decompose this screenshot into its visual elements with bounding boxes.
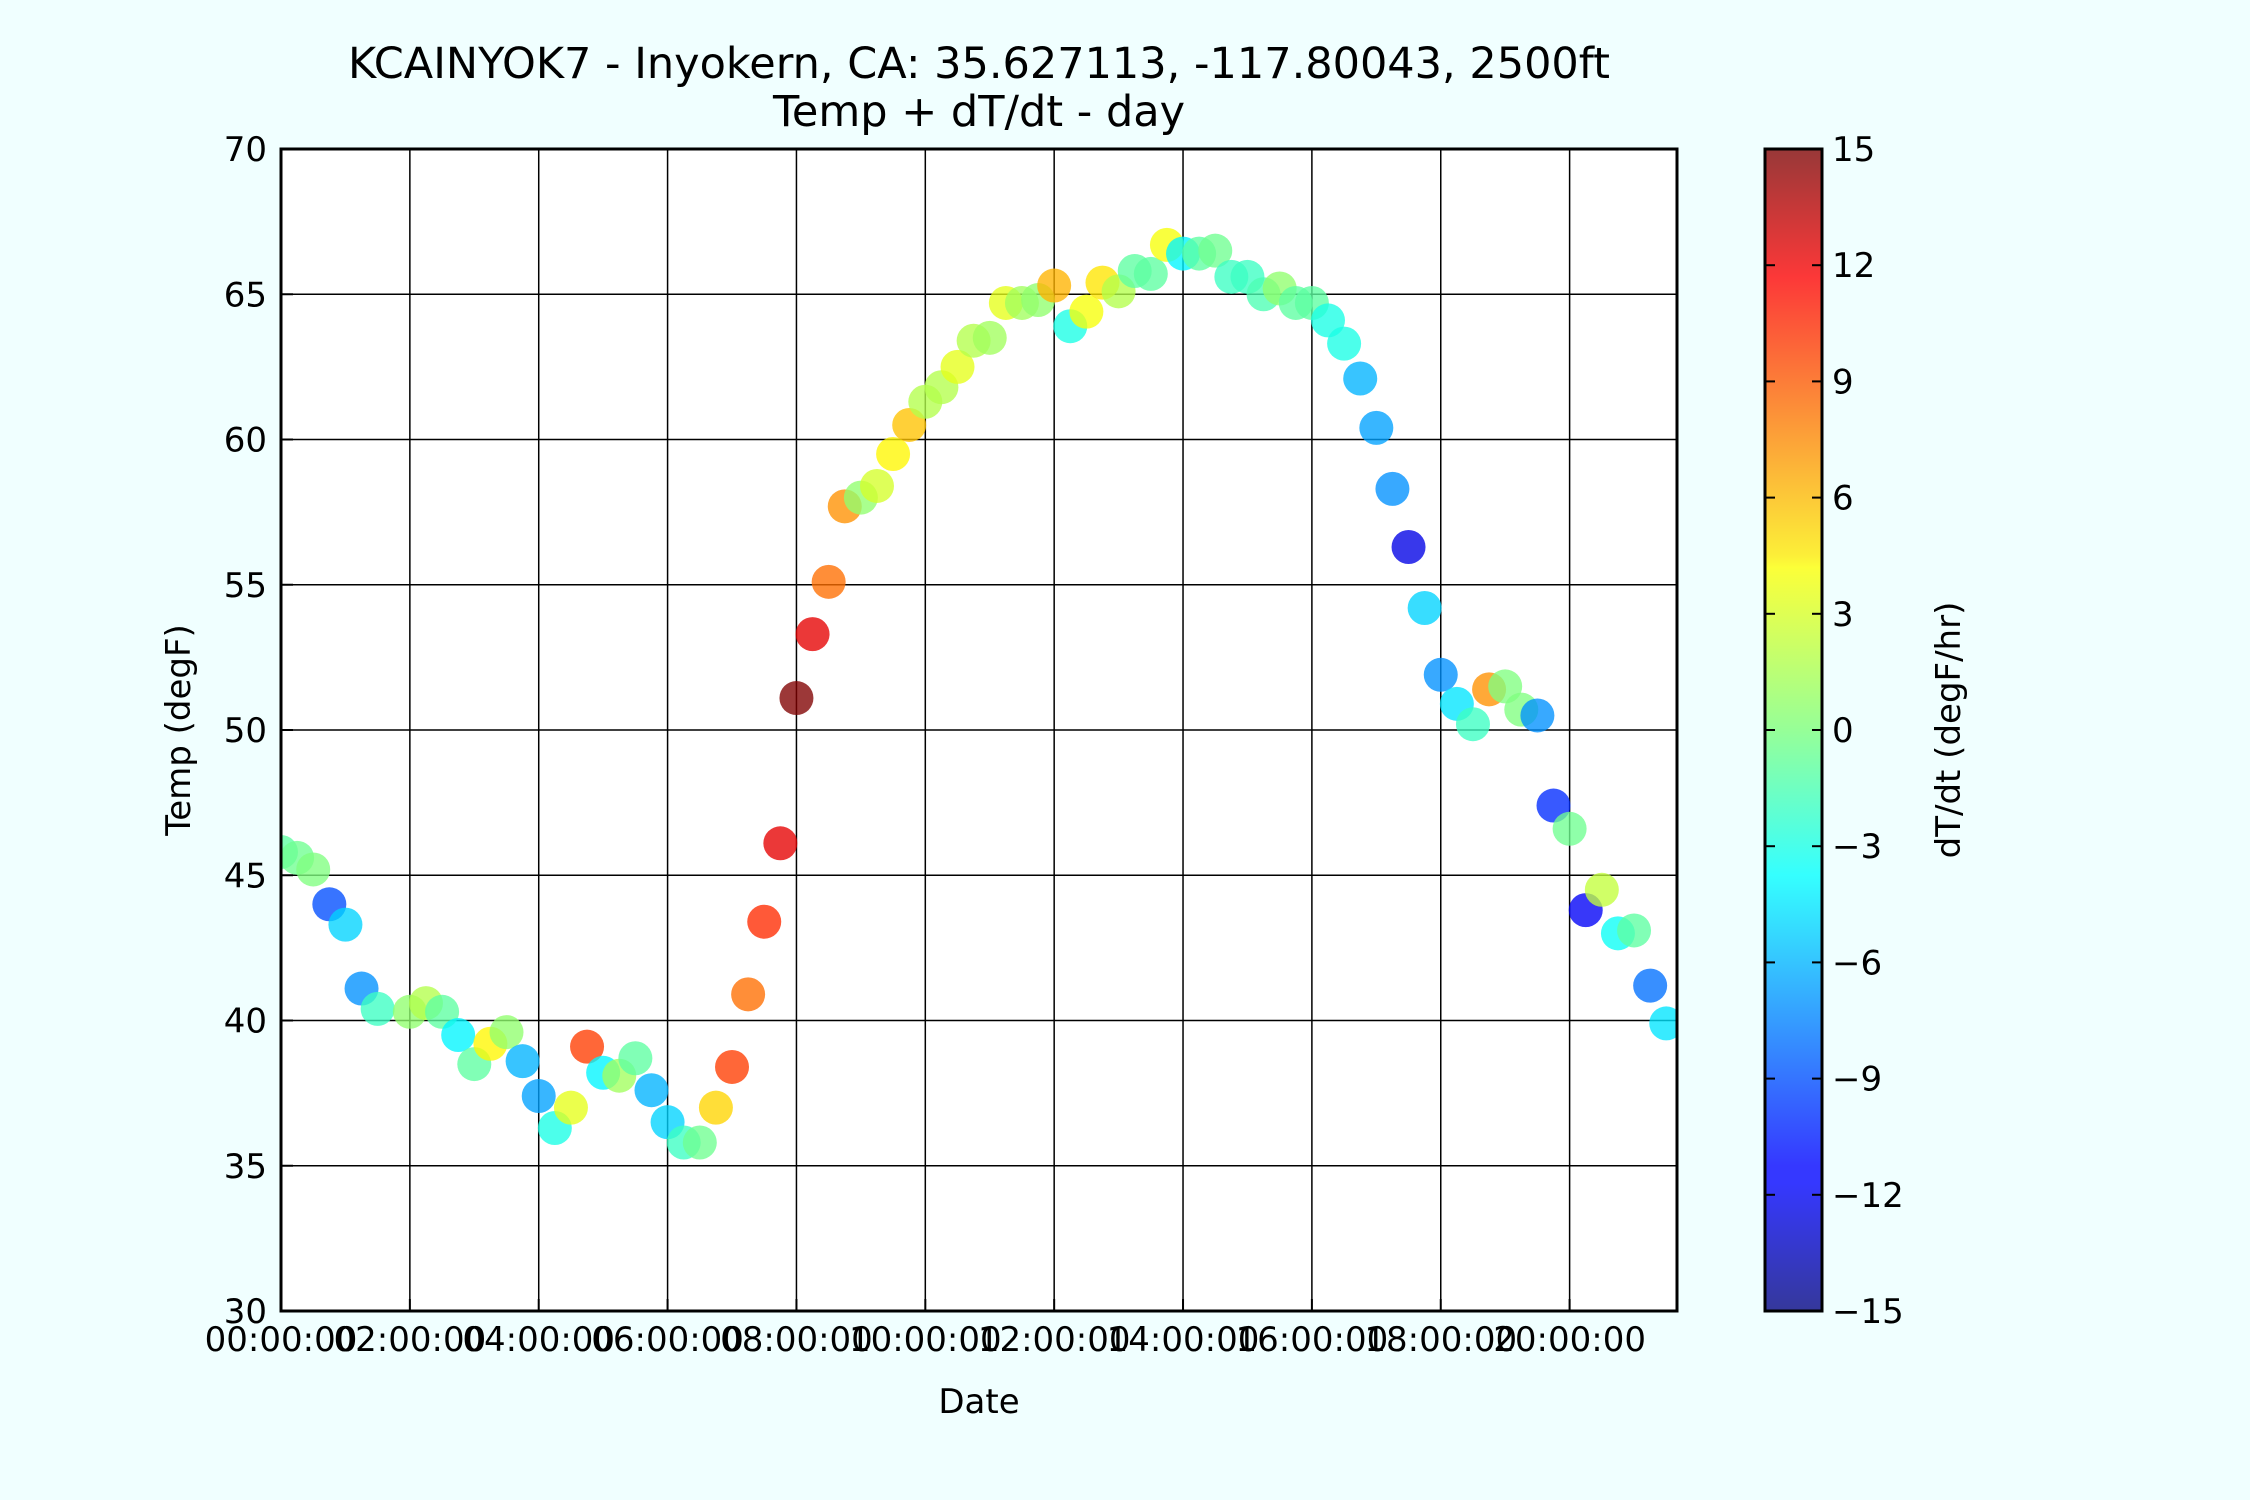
colorbar-tick-label: 12 [1832, 246, 1875, 286]
y-tick-label: 70 [224, 130, 267, 170]
axis-ticks: 00:00:0002:00:0004:00:0006:00:0008:00:00… [205, 130, 1646, 1360]
colorbar-tick-label: −9 [1832, 1060, 1882, 1100]
data-point [489, 1015, 524, 1050]
data-point [763, 826, 798, 861]
x-tick-label: 12:00:00 [978, 1320, 1131, 1360]
data-point [795, 617, 830, 652]
y-tick-label: 30 [224, 1292, 267, 1332]
data-point [1407, 590, 1442, 625]
x-tick-label: 00:00:00 [205, 1320, 358, 1360]
data-point [1069, 294, 1104, 329]
data-point [296, 852, 331, 887]
y-tick-label: 45 [224, 856, 267, 896]
data-point [521, 1079, 556, 1114]
data-point [570, 1029, 605, 1064]
x-tick-label: 10:00:00 [849, 1320, 1002, 1360]
data-point [441, 1018, 476, 1053]
y-axis-label: Temp (degF) [159, 624, 199, 837]
data-point [1423, 657, 1458, 692]
data-point [1375, 471, 1410, 506]
data-point [731, 977, 766, 1012]
x-tick-label: 06:00:00 [591, 1320, 744, 1360]
data-point [1391, 529, 1426, 564]
data-point [1633, 968, 1668, 1003]
colorbar-tick-label: −3 [1832, 827, 1882, 867]
data-point [1343, 361, 1378, 396]
x-tick-label: 14:00:00 [1107, 1320, 1260, 1360]
x-tick-label: 18:00:00 [1364, 1320, 1517, 1360]
x-tick-label: 02:00:00 [334, 1320, 487, 1360]
data-point [634, 1073, 669, 1108]
y-tick-label: 35 [224, 1147, 267, 1187]
colorbar-label: dT/dt (degF/hr) [1929, 602, 1969, 859]
data-point [505, 1044, 540, 1079]
colorbar-tick-label: 15 [1832, 130, 1875, 170]
data-point [1455, 707, 1490, 742]
data-point [1198, 233, 1233, 268]
data-point [940, 349, 975, 384]
colorbar-ticks: 15 12 9 6 3 0 −3 −6 −9 −12 −15 [1765, 130, 1904, 1332]
data-point [1552, 811, 1587, 846]
data-point [1584, 872, 1619, 907]
data-point [618, 1041, 653, 1076]
data-point [1520, 698, 1555, 733]
chart-title: KCAINYOK7 - Inyokern, CA: 35.627113, -11… [348, 39, 1610, 89]
data-point [1037, 268, 1072, 303]
data-point [859, 468, 894, 503]
data-point [553, 1090, 588, 1125]
colorbar-tick-label: 0 [1832, 711, 1854, 751]
data-point [1359, 410, 1394, 445]
data-point [876, 437, 911, 472]
data-point [328, 907, 363, 942]
chart-subtitle: Temp + dT/dt - day [772, 87, 1185, 137]
data-point [715, 1049, 750, 1084]
y-tick-label: 50 [224, 711, 267, 751]
data-point [360, 991, 395, 1026]
colorbar: 15 12 9 6 3 0 −3 −6 −9 −12 −15 dT/dt (degF/hr) [1763, 130, 1969, 1332]
colorbar-tick-label: 3 [1832, 595, 1854, 635]
data-point [1133, 256, 1168, 291]
colorbar-tick-label: 9 [1832, 362, 1854, 402]
data-point [747, 904, 782, 939]
data-point [1649, 1006, 1677, 1041]
data-point [972, 320, 1007, 355]
colorbar-tick-label: −6 [1832, 943, 1882, 983]
x-tick-label: 04:00:00 [462, 1320, 615, 1360]
x-tick-label: 20:00:00 [1493, 1320, 1646, 1360]
x-tick-label: 08:00:00 [720, 1320, 873, 1360]
x-tick-label: 16:00:00 [1236, 1320, 1389, 1360]
data-point [779, 681, 814, 716]
colorbar-tick-label: 6 [1832, 479, 1854, 519]
y-tick-label: 65 [224, 275, 267, 315]
data-point [698, 1090, 733, 1125]
data-point [682, 1125, 717, 1160]
colorbar-tick-label: −12 [1832, 1176, 1904, 1216]
y-tick-label: 40 [224, 1002, 267, 1042]
scatter-points [281, 227, 1677, 1160]
y-tick-label: 60 [224, 421, 267, 461]
data-point [811, 564, 846, 599]
data-point [1617, 913, 1652, 948]
colorbar-tick-label: −15 [1832, 1292, 1904, 1332]
y-tick-label: 55 [224, 566, 267, 606]
x-axis-label: Date [938, 1382, 1019, 1422]
data-point [1327, 326, 1362, 361]
